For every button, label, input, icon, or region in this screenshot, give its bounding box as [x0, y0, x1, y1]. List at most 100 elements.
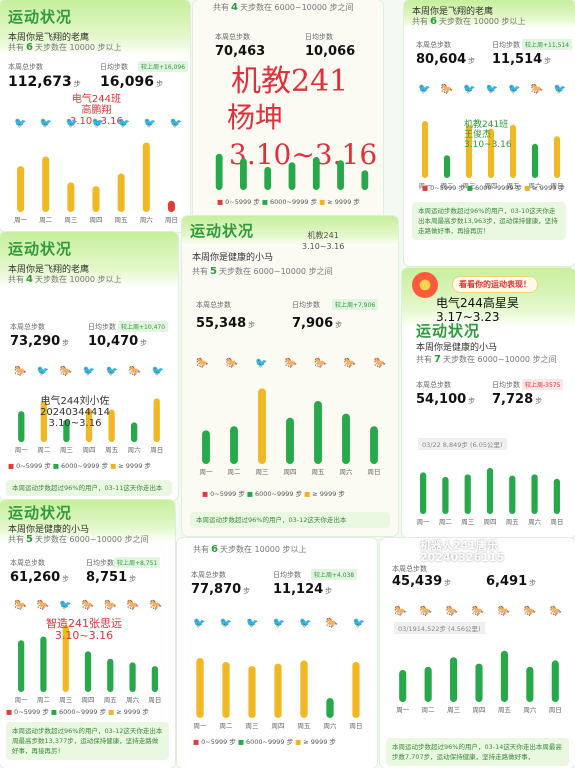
chart-bar[interactable] — [84, 651, 92, 692]
chart-bar[interactable] — [258, 388, 266, 464]
chart-bar[interactable] — [352, 662, 360, 718]
chart-bar[interactable] — [230, 426, 238, 464]
change-badge: 较上周+8,751 — [114, 557, 161, 568]
chart-bar[interactable] — [92, 186, 100, 212]
chart-bar[interactable] — [314, 401, 322, 464]
total-steps: 55,348 步 — [196, 316, 256, 331]
red-shoe-icon: ■ — [202, 490, 209, 498]
chart-bar[interactable] — [509, 124, 517, 178]
chart-bar[interactable] — [248, 666, 256, 718]
summary-note: 本周运动步数超过96%的用户，03-10这天你走出本周最高步数13,963步，运… — [412, 202, 566, 240]
chart-bar[interactable] — [85, 408, 93, 442]
yellow-shoe-icon: ■ — [295, 738, 302, 746]
summary-note: 本周运动步数超过96%的用户，03-14这天你走出本周最高步数7,707步，运动… — [386, 738, 569, 766]
chart-bar[interactable] — [312, 157, 320, 190]
chart-bar[interactable] — [153, 398, 160, 442]
chart-bar[interactable] — [370, 426, 378, 464]
chart-bar[interactable] — [240, 158, 247, 190]
yellow-shoe-icon: ■ — [110, 462, 117, 470]
chart-bar[interactable] — [553, 136, 561, 178]
day-label: 周二 — [422, 706, 436, 714]
chart-bar[interactable] — [274, 663, 282, 718]
chart-bar[interactable] — [421, 121, 429, 178]
chart-bar[interactable] — [475, 663, 483, 702]
horse-icon: 🐎 — [284, 358, 298, 369]
chart-bar[interactable] — [202, 430, 210, 464]
chart-bar[interactable] — [18, 640, 25, 692]
day-label: 周二 — [441, 182, 455, 190]
day-label: 周三 — [59, 696, 73, 704]
horse-icon: 🐎 — [419, 606, 433, 617]
day-label: 周六 — [128, 445, 142, 454]
chart-bar[interactable] — [487, 128, 495, 178]
summary-note: 本周运动步数超过96%的用户，03-12这天你走出本 — [190, 512, 390, 528]
bird-icon: 🐦 — [463, 84, 476, 95]
chart-bar[interactable] — [531, 474, 538, 514]
chart-bar[interactable] — [486, 467, 494, 514]
chart-bar[interactable] — [326, 698, 334, 718]
avg-steps-label: 日均步数 — [100, 63, 128, 71]
flower-icon — [412, 272, 438, 298]
chart-bar[interactable] — [361, 170, 369, 190]
horse-icon: 🐎 — [314, 358, 327, 369]
chart-bar[interactable] — [531, 143, 539, 178]
chart-bar[interactable] — [108, 409, 115, 442]
chart-bar[interactable] — [420, 472, 427, 514]
chart-bar[interactable] — [300, 660, 308, 718]
day-label: 周三 — [64, 216, 78, 224]
day-label: 周五 — [312, 468, 326, 476]
total-steps: 45,439 步 — [392, 574, 452, 589]
chart-bar[interactable] — [142, 142, 150, 212]
yellow-shoe-icon: ■ — [108, 708, 115, 716]
chart-bar[interactable] — [464, 474, 471, 514]
chart-bar[interactable] — [17, 166, 25, 212]
chart-bar[interactable] — [399, 670, 407, 702]
chart-bar[interactable] — [509, 475, 516, 514]
chart-bar[interactable] — [526, 666, 534, 702]
chart-bar[interactable] — [40, 636, 47, 693]
change-badge: 较上周+16,096 — [138, 61, 189, 72]
chart-bar[interactable] — [18, 411, 25, 442]
chart-bar[interactable] — [286, 417, 294, 464]
bar-chart: 周一 周二 周三 周四 周五 周六 周日 — [396, 650, 562, 714]
total-steps-label: 本周总步数 — [196, 301, 231, 309]
animal-icons: 🐦 🐦 🐦 🐦 🐦 🐦 🐦 — [14, 118, 182, 129]
chart-bar[interactable] — [62, 625, 69, 692]
chart-bar[interactable] — [424, 666, 432, 702]
panel-subtitle: 本周你是飞翔的老鹰 — [8, 265, 90, 275]
panel-subtitle: 本周你是飞翔的老鹰 — [8, 33, 90, 43]
chart-bar[interactable] — [151, 666, 158, 692]
chart-bar[interactable] — [342, 413, 350, 464]
chart-bar[interactable] — [551, 660, 559, 702]
bird-icon: 🐦 — [117, 118, 131, 129]
chart-bar[interactable] — [442, 476, 449, 514]
horse-icon: 🐎 — [225, 358, 239, 369]
avg-steps-label: 日均步数 — [492, 381, 520, 389]
chart-bar[interactable] — [553, 478, 560, 514]
chart-bar[interactable] — [42, 156, 50, 213]
chart-bar[interactable] — [117, 173, 125, 212]
chart-bar[interactable] — [63, 419, 70, 442]
chart-bar[interactable] — [222, 662, 230, 718]
chart-bar[interactable] — [288, 162, 296, 190]
panel-8: 共有 6 天步数在 10000 步以上 本周总步数 日均步数 较上周+4,038 7… — [177, 538, 377, 768]
panel-subtitle: 本周你是健康的小马 — [416, 343, 498, 353]
chart-bar[interactable] — [130, 422, 138, 442]
panel-header: 看看你的运动表现！ 运动状况 — [402, 268, 575, 340]
summary-note: 本周运动步数超过96%的用户，03-11这天你走出本 — [6, 480, 172, 496]
chart-bar[interactable] — [196, 658, 204, 718]
chart-bar[interactable] — [465, 124, 473, 178]
chart-bar[interactable] — [450, 657, 458, 702]
chart-bar[interactable] — [107, 658, 114, 692]
chart-bar[interactable] — [337, 160, 344, 190]
chart-bar[interactable] — [264, 166, 272, 190]
chart-bar[interactable] — [40, 401, 48, 442]
horse-icon: 🐎 — [104, 600, 117, 611]
day-label: 周二 — [39, 216, 53, 224]
chart-bar[interactable] — [129, 662, 136, 692]
chart-bar[interactable] — [215, 153, 223, 190]
chart-bar[interactable] — [167, 200, 175, 212]
chart-bar[interactable] — [500, 650, 508, 702]
chart-bar[interactable] — [67, 182, 75, 212]
chart-bar[interactable] — [443, 155, 451, 178]
